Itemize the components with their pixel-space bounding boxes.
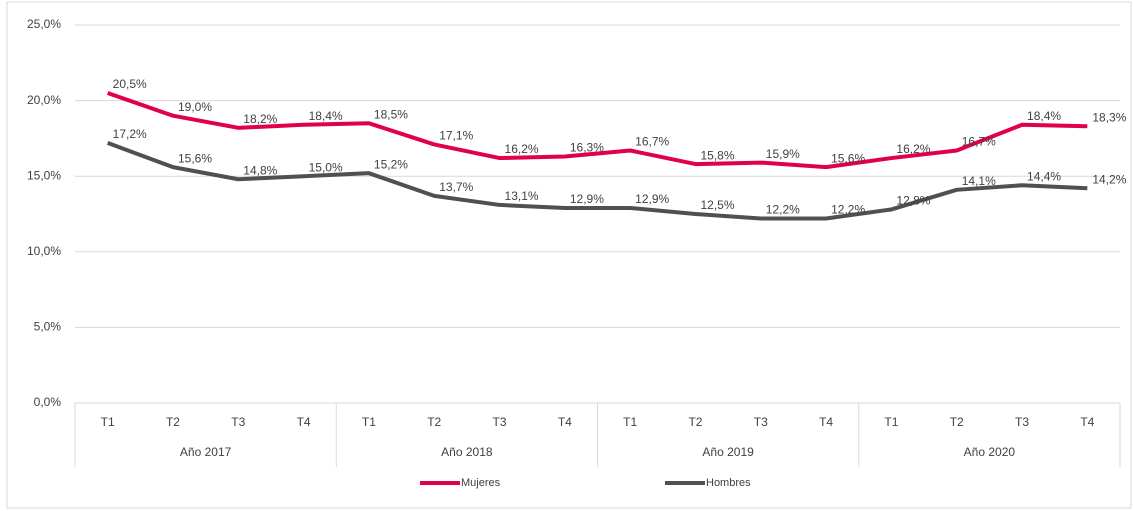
data-label: 16,2% bbox=[896, 142, 930, 156]
x-tick-label: T4 bbox=[1080, 415, 1094, 429]
x-tick-label: T4 bbox=[297, 415, 311, 429]
legend-label: Hombres bbox=[706, 477, 751, 489]
data-label: 12,5% bbox=[700, 198, 734, 212]
x-tick-label: T2 bbox=[427, 415, 441, 429]
data-label: 14,8% bbox=[243, 163, 277, 177]
data-label: 20,5% bbox=[113, 77, 147, 91]
x-tick-label: T4 bbox=[558, 415, 572, 429]
data-label: 17,1% bbox=[439, 129, 473, 143]
chart-border bbox=[6, 1, 1132, 509]
data-label: 14,1% bbox=[962, 174, 996, 188]
data-label: 18,5% bbox=[374, 107, 408, 121]
y-tick-label: 0,0% bbox=[34, 395, 62, 409]
legend-label: Mujeres bbox=[461, 477, 501, 489]
x-tick-label: T2 bbox=[950, 415, 964, 429]
data-label: 15,2% bbox=[374, 157, 408, 171]
x-tick-label: T2 bbox=[166, 415, 180, 429]
data-label: 15,6% bbox=[178, 151, 212, 165]
group-label: Año 2020 bbox=[964, 445, 1016, 459]
data-label: 18,2% bbox=[243, 112, 277, 126]
data-label: 12,9% bbox=[570, 192, 604, 206]
data-label: 12,8% bbox=[896, 194, 930, 208]
y-tick-label: 15,0% bbox=[27, 168, 61, 182]
data-label: 12,9% bbox=[635, 192, 669, 206]
series-line bbox=[107, 91, 1088, 170]
data-label: 17,2% bbox=[113, 127, 147, 141]
data-label: 18,3% bbox=[1092, 110, 1126, 124]
data-label: 14,2% bbox=[1092, 172, 1126, 186]
data-label: 14,4% bbox=[1027, 169, 1061, 183]
data-label: 15,0% bbox=[309, 160, 343, 174]
x-tick-label: T1 bbox=[101, 415, 115, 429]
data-label: 18,4% bbox=[309, 109, 343, 123]
x-tick-label: T3 bbox=[754, 415, 768, 429]
x-tick-label: T3 bbox=[1015, 415, 1029, 429]
data-label: 19,0% bbox=[178, 100, 212, 114]
series-line bbox=[106, 141, 1088, 221]
data-label: 13,1% bbox=[505, 189, 539, 203]
x-tick-label: T3 bbox=[493, 415, 507, 429]
y-tick-label: 5,0% bbox=[34, 320, 62, 334]
x-tick-label: T4 bbox=[819, 415, 833, 429]
data-label: 15,9% bbox=[766, 147, 800, 161]
data-label: 12,2% bbox=[831, 203, 865, 217]
data-label: 16,7% bbox=[635, 135, 669, 149]
x-tick-label: T1 bbox=[623, 415, 637, 429]
group-label: Año 2018 bbox=[441, 445, 493, 459]
x-tick-label: T3 bbox=[231, 415, 245, 429]
data-label: 15,6% bbox=[831, 151, 865, 165]
x-tick-label: T1 bbox=[884, 415, 898, 429]
data-label: 13,7% bbox=[439, 180, 473, 194]
data-label: 12,2% bbox=[766, 203, 800, 217]
y-tick-label: 25,0% bbox=[27, 17, 61, 31]
data-label: 16,7% bbox=[962, 135, 996, 149]
data-label: 16,3% bbox=[570, 141, 604, 155]
group-label: Año 2019 bbox=[702, 445, 754, 459]
data-label: 15,8% bbox=[700, 148, 734, 162]
data-label: 18,4% bbox=[1027, 109, 1061, 123]
x-tick-label: T1 bbox=[362, 415, 376, 429]
group-label: Año 2017 bbox=[180, 445, 232, 459]
y-tick-label: 10,0% bbox=[27, 244, 61, 258]
y-tick-label: 20,0% bbox=[27, 93, 61, 107]
x-tick-label: T2 bbox=[688, 415, 702, 429]
data-label: 16,2% bbox=[505, 142, 539, 156]
